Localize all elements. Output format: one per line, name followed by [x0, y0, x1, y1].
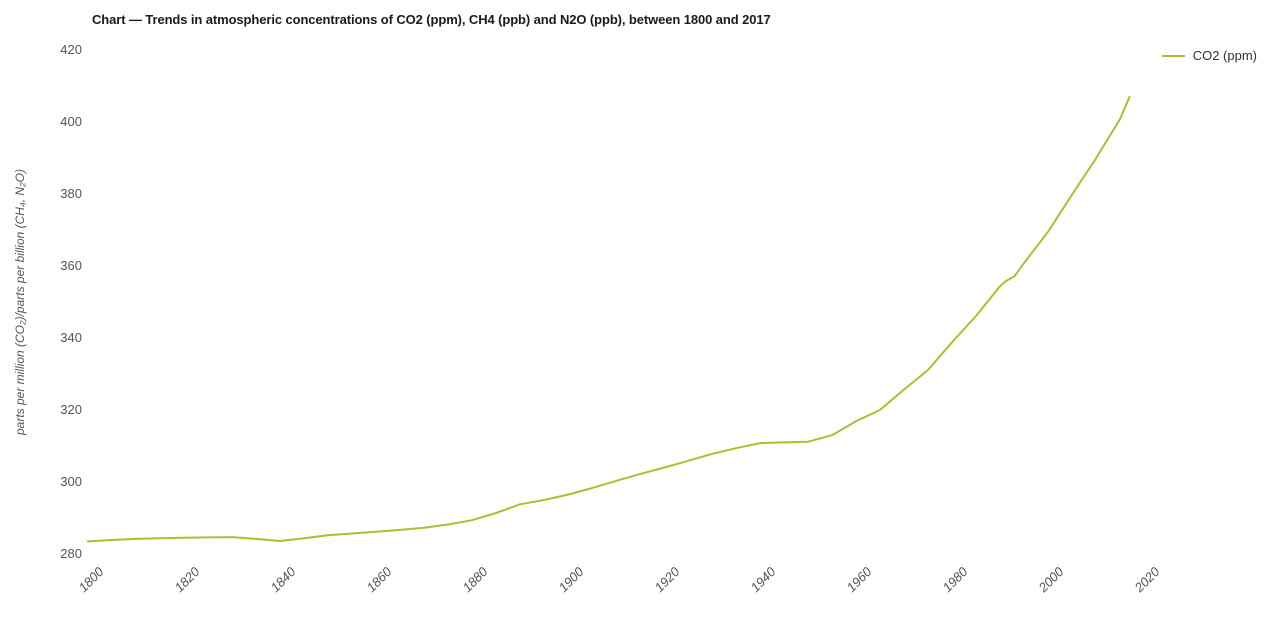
y-tick-label: 420	[60, 42, 82, 57]
legend-series-swatch[interactable]	[1161, 54, 1185, 57]
chart-title: Chart — Trends in atmospheric concentrat…	[92, 12, 771, 27]
co2-series-line	[87, 95, 1131, 543]
y-tick-label: 360	[60, 258, 82, 273]
legend: CO2 (ppm)	[1161, 48, 1257, 63]
y-tick-label: 340	[60, 330, 82, 345]
y-tick-label: 320	[60, 402, 82, 417]
legend-series-label[interactable]: CO2 (ppm)	[1192, 48, 1257, 63]
y-tick-label: 380	[60, 186, 82, 201]
y-tick-label: 300	[60, 474, 82, 489]
y-tick-label: 400	[60, 114, 82, 129]
y-tick-label: 280	[60, 546, 82, 561]
